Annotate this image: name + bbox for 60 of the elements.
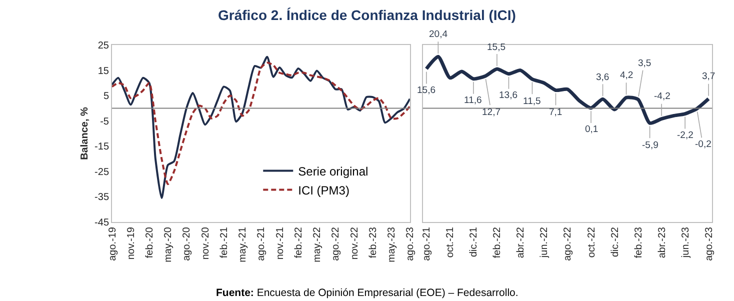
data-label: -2,2 <box>677 130 694 141</box>
data-label: 15,5 <box>487 42 506 53</box>
y-tick-label: -25 <box>94 166 110 178</box>
data-label: 15,6 <box>417 85 436 96</box>
data-label: -5,9 <box>642 140 658 151</box>
data-label: 13,6 <box>499 90 518 101</box>
x-tick-label: may.-23 <box>386 226 398 262</box>
x-tick-label: ago.-20 <box>182 226 193 261</box>
x-tick-label: jun.-22 <box>539 226 550 259</box>
x-tick-label: may.-22 <box>312 226 324 262</box>
legend-label: ICI (PM3) <box>298 183 350 198</box>
y-axis-title: Balance, % <box>80 106 91 160</box>
data-label: 3,5 <box>638 58 652 69</box>
x-tick-label: nov.-19 <box>126 226 137 260</box>
data-label: 20,4 <box>429 29 448 40</box>
x-tick-label: feb.-23 <box>368 226 379 258</box>
x-tick-label: ago.-21 <box>256 226 268 261</box>
x-tick-label: ago.-21 <box>422 226 433 261</box>
data-label: 3,7 <box>702 71 716 82</box>
y-tick-label: -15 <box>94 142 110 153</box>
y-tick-label: -45 <box>94 218 110 228</box>
data-label: 7,1 <box>549 107 562 118</box>
y-tick-label: -35 <box>94 192 110 204</box>
data-label: 3,6 <box>596 72 610 83</box>
y-tick-label: 25 <box>98 40 110 52</box>
x-tick-label: ago.-19 <box>107 226 118 261</box>
x-tick-label: abr.-23 <box>656 226 668 258</box>
x-tick-label: nov.-22 <box>349 226 360 260</box>
legend-label: Serie original <box>298 164 368 178</box>
x-tick-label: may.-20 <box>163 226 174 262</box>
data-label: 12,7 <box>482 107 500 118</box>
x-tick-label: dic.-21 <box>468 226 480 258</box>
source-note: Fuente: Encuesta de Opinión Empresarial (EOE) – Fedesarrollo. <box>216 287 518 299</box>
x-tick-label: feb.-20 <box>144 226 156 258</box>
x-tick-label: nov.-21 <box>274 226 286 260</box>
data-label: 0,1 <box>585 124 598 135</box>
x-tick-label: oct.-21 <box>445 226 456 258</box>
data-label: 11,6 <box>464 95 482 106</box>
x-tick-label: ago.-22 <box>330 226 342 261</box>
x-tick-label: ago.-22 <box>562 226 574 261</box>
x-tick-label: feb.-23 <box>633 226 644 258</box>
y-tick-label: 15 <box>98 66 110 77</box>
x-tick-label: nov.-20 <box>200 226 212 260</box>
data-label: 4,2 <box>620 70 634 81</box>
x-tick-label: abr.-22 <box>516 226 527 258</box>
y-tick-label: 5 <box>103 91 110 102</box>
x-tick-label: oct.-22 <box>586 226 598 258</box>
y-tick-label: -5 <box>100 116 110 128</box>
x-tick-label: jun.-23 <box>680 226 692 259</box>
x-tick-label: dic.-22 <box>610 226 621 258</box>
x-tick-label: ago.-23 <box>704 226 715 261</box>
chart-title: Gráfico 2. Índice de Confianza Industrial (ICI) <box>218 7 516 23</box>
x-tick-label: may.-21 <box>238 226 249 262</box>
data-label: -0,2 <box>695 139 712 150</box>
data-label: 11,5 <box>523 96 541 107</box>
x-tick-label: feb.-22 <box>492 226 504 258</box>
x-tick-label: feb.-22 <box>293 226 304 258</box>
data-label: -4,2 <box>654 91 670 102</box>
x-tick-label: feb.-21 <box>218 226 230 258</box>
x-tick-label: ago.-23 <box>405 226 416 261</box>
